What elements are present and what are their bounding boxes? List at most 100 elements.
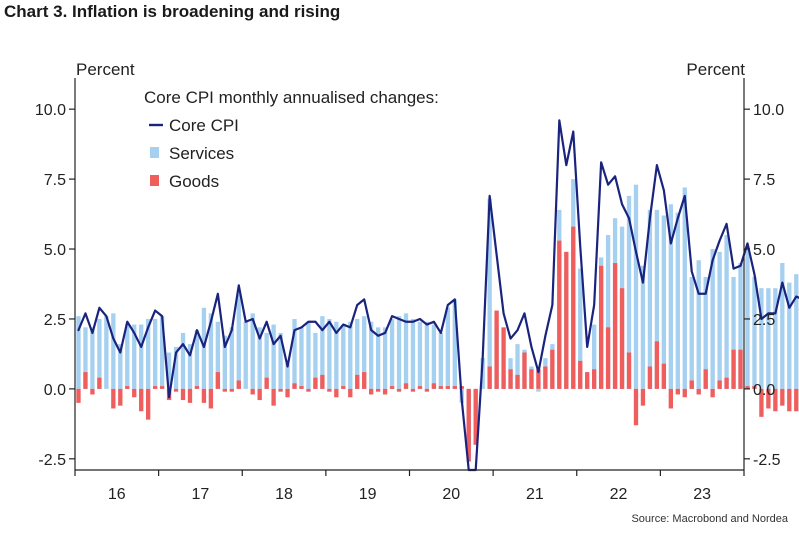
- services-bar: [626, 195, 632, 389]
- goods-bar: [83, 372, 88, 389]
- goods-bar: [717, 380, 722, 389]
- goods-bar: [787, 388, 792, 412]
- goods-bar: [550, 349, 555, 389]
- y-tick-label-left: 10.0: [35, 102, 66, 119]
- goods-bar: [752, 386, 757, 389]
- y-tick-label-right: 5.0: [753, 242, 775, 259]
- services-bar: [152, 318, 158, 389]
- services-bar: [341, 324, 346, 389]
- goods-bar: [668, 388, 673, 409]
- y-tick-label-left: 5.0: [44, 242, 66, 259]
- goods-bar: [724, 377, 729, 389]
- goods-bar: [369, 388, 374, 395]
- goods-bar: [487, 366, 492, 389]
- x-tick-label: 23: [693, 486, 711, 503]
- goods-bar: [654, 341, 660, 389]
- goods-bar: [348, 388, 353, 398]
- y-tick-label-left: -2.5: [38, 452, 66, 469]
- goods-bar: [578, 360, 583, 389]
- goods-bar: [125, 386, 130, 389]
- goods-bar: [313, 377, 318, 389]
- goods-bar: [564, 251, 569, 389]
- services-bar: [696, 260, 701, 389]
- services-bar: [759, 288, 764, 389]
- y-unit-left: Percent: [76, 60, 135, 79]
- goods-bar: [250, 388, 255, 395]
- services-bar: [654, 209, 660, 389]
- services-bar: [633, 184, 639, 389]
- services-bar: [299, 327, 304, 389]
- services-bar: [76, 316, 81, 389]
- goods-bar: [529, 369, 534, 389]
- x-tick-label: 20: [442, 486, 460, 503]
- services-bar: [738, 263, 743, 389]
- services-bar: [389, 318, 395, 389]
- goods-bar: [585, 372, 590, 389]
- goods-bar: [794, 388, 799, 412]
- services-bar: [306, 321, 311, 389]
- goods-bar: [612, 263, 618, 389]
- y-tick-label-right: 10.0: [753, 102, 784, 119]
- services-bar: [640, 265, 646, 389]
- services-bar: [90, 327, 95, 389]
- core-cpi-line-layer: [77, 119, 799, 472]
- services-bar: [285, 363, 290, 389]
- services-bar: [222, 335, 227, 389]
- legend-label: Goods: [169, 172, 219, 191]
- services-bar: [187, 344, 193, 389]
- services-bar: [132, 324, 137, 389]
- goods-bar: [271, 388, 276, 406]
- y-unit-right: Percent: [686, 60, 745, 79]
- services-bar: [250, 313, 255, 389]
- services-bar: [348, 321, 353, 389]
- goods-bar: [194, 386, 200, 389]
- goods-bar: [97, 377, 102, 389]
- services-bar: [173, 346, 179, 389]
- goods-bar: [710, 388, 715, 398]
- goods-bar: [229, 388, 234, 392]
- services-bar: [159, 316, 165, 389]
- goods-bar: [299, 386, 304, 389]
- goods-bar: [201, 388, 207, 403]
- services-bar: [271, 324, 276, 389]
- goods-bar: [501, 327, 506, 389]
- goods-bar: [689, 380, 694, 389]
- services-bar: [780, 263, 785, 389]
- goods-bar: [173, 388, 179, 392]
- services-bar: [592, 324, 597, 389]
- goods-bar: [132, 388, 137, 398]
- services-bar: [452, 299, 457, 389]
- services-bar: [773, 288, 778, 389]
- services-bar: [125, 324, 130, 389]
- services-bar: [327, 318, 332, 389]
- services-bar: [445, 307, 450, 389]
- legend-label: Services: [169, 144, 234, 163]
- goods-bar: [152, 386, 158, 389]
- goods-bar: [738, 349, 743, 389]
- y-tick-label-right: 2.5: [753, 312, 775, 329]
- goods-bar: [362, 372, 367, 389]
- services-bar: [661, 215, 667, 389]
- services-bar: [703, 277, 708, 389]
- services-bar: [111, 313, 116, 389]
- services-bar: [396, 316, 402, 389]
- goods-bar: [187, 388, 193, 403]
- goods-bar: [731, 349, 736, 389]
- goods-bar: [571, 226, 576, 389]
- goods-bar: [417, 386, 423, 389]
- goods-bar: [445, 386, 450, 389]
- services-bar: [201, 307, 207, 389]
- services-bar: [215, 321, 221, 389]
- services-bar: [166, 352, 172, 389]
- y-tick-label-left: 7.5: [44, 172, 66, 189]
- services-bar: [243, 321, 248, 389]
- services-bar: [320, 316, 325, 389]
- goods-bar: [473, 388, 478, 445]
- goods-bar: [292, 383, 297, 389]
- services-bar: [410, 318, 416, 389]
- services-bar: [438, 332, 444, 389]
- goods-bar: [438, 386, 444, 389]
- services-bar: [403, 313, 409, 389]
- goods-bar: [139, 388, 144, 412]
- goods-bar: [208, 388, 214, 409]
